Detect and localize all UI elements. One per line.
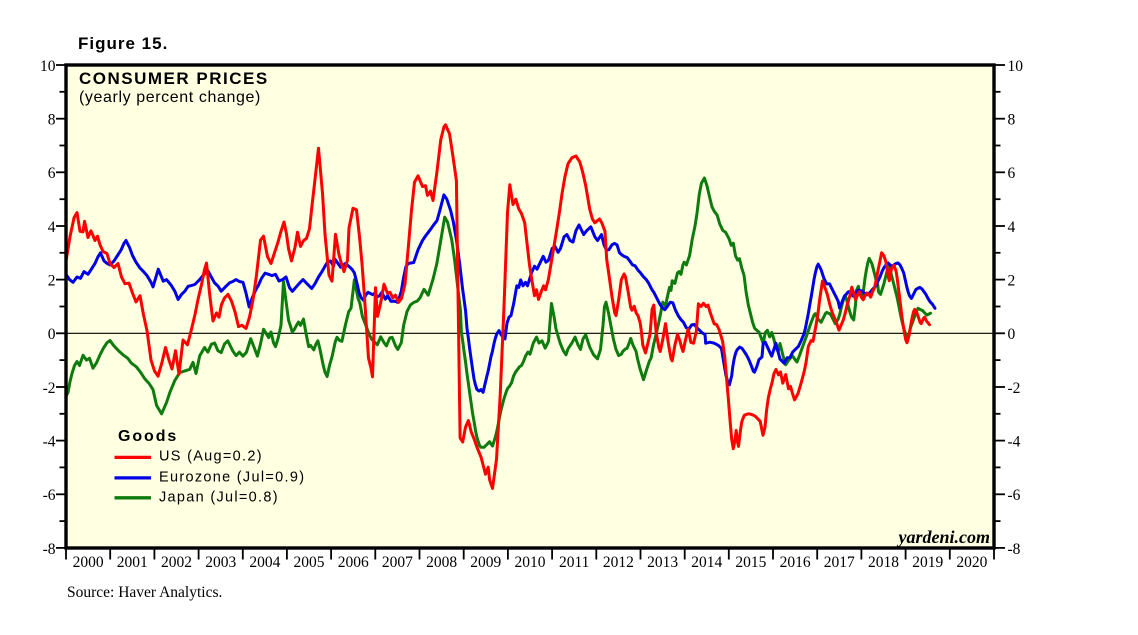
svg-text:2005: 2005 bbox=[294, 554, 325, 571]
svg-text:6: 6 bbox=[48, 165, 56, 182]
svg-text:8: 8 bbox=[48, 112, 56, 129]
svg-text:-6: -6 bbox=[43, 487, 56, 504]
svg-text:2017: 2017 bbox=[824, 554, 855, 571]
svg-text:2003: 2003 bbox=[205, 554, 236, 571]
svg-text:-2: -2 bbox=[43, 380, 56, 397]
svg-text:2014: 2014 bbox=[691, 554, 722, 571]
svg-text:2013: 2013 bbox=[647, 554, 678, 571]
svg-text:4: 4 bbox=[1008, 219, 1016, 236]
svg-text:2000: 2000 bbox=[73, 554, 104, 571]
svg-text:2002: 2002 bbox=[161, 554, 192, 571]
svg-text:10: 10 bbox=[1008, 58, 1024, 75]
svg-text:2016: 2016 bbox=[780, 554, 811, 571]
svg-text:2009: 2009 bbox=[470, 554, 501, 571]
svg-text:-6: -6 bbox=[1008, 487, 1021, 504]
svg-text:8: 8 bbox=[1008, 112, 1016, 129]
svg-text:US (Aug=0.2): US (Aug=0.2) bbox=[159, 449, 263, 465]
svg-text:2015: 2015 bbox=[735, 554, 766, 571]
svg-text:4: 4 bbox=[48, 219, 56, 236]
svg-text:-4: -4 bbox=[43, 434, 56, 451]
svg-text:-4: -4 bbox=[1008, 434, 1021, 451]
svg-text:10: 10 bbox=[40, 58, 56, 75]
svg-text:2: 2 bbox=[48, 273, 56, 290]
svg-text:2018: 2018 bbox=[868, 554, 899, 571]
svg-text:2011: 2011 bbox=[559, 554, 589, 571]
svg-text:2004: 2004 bbox=[249, 554, 280, 571]
svg-text:2001: 2001 bbox=[117, 554, 148, 571]
svg-text:2007: 2007 bbox=[382, 554, 413, 571]
svg-text:-2: -2 bbox=[1008, 380, 1021, 397]
svg-text:2012: 2012 bbox=[603, 554, 634, 571]
svg-text:2010: 2010 bbox=[515, 554, 546, 571]
svg-text:-8: -8 bbox=[43, 541, 56, 558]
svg-text:Japan (Jul=0.8): Japan (Jul=0.8) bbox=[159, 489, 279, 505]
svg-text:2019: 2019 bbox=[912, 554, 943, 571]
svg-text:0: 0 bbox=[48, 326, 56, 343]
svg-text:-8: -8 bbox=[1008, 541, 1021, 558]
svg-text:2: 2 bbox=[1008, 273, 1016, 290]
svg-text:6: 6 bbox=[1008, 165, 1016, 182]
svg-text:2006: 2006 bbox=[338, 554, 369, 571]
svg-text:0: 0 bbox=[1008, 326, 1016, 343]
svg-text:Eurozone (Jul=0.9): Eurozone (Jul=0.9) bbox=[159, 469, 305, 485]
svg-text:2020: 2020 bbox=[956, 554, 987, 571]
svg-text:2008: 2008 bbox=[426, 554, 457, 571]
